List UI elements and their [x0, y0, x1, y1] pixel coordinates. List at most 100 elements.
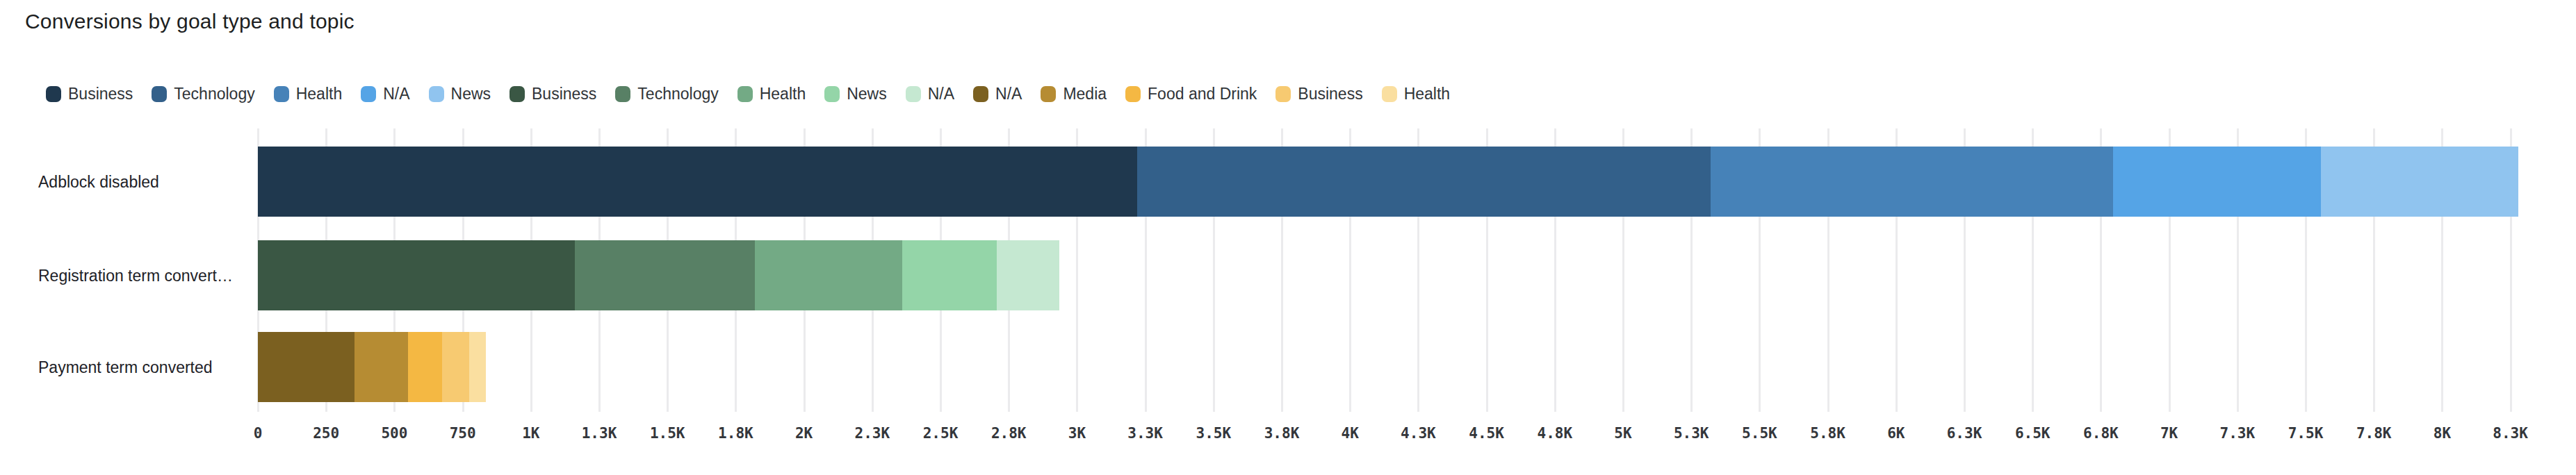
- legend-item-9[interactable]: N/A: [906, 85, 954, 103]
- legend-swatch-icon: [1125, 86, 1141, 102]
- x-tick-label: 3K: [1068, 425, 1086, 442]
- legend-swatch-icon: [361, 86, 376, 102]
- x-tick-label: 0: [254, 425, 263, 442]
- bar-segment-business[interactable]: [442, 332, 469, 402]
- x-tick-label: 1.8K: [718, 425, 753, 442]
- legend-label: Health: [760, 85, 806, 103]
- legend-item-1[interactable]: Technology: [152, 85, 254, 103]
- legend-label: Business: [1298, 85, 1362, 103]
- x-tick-label: 2.3K: [855, 425, 890, 442]
- legend-item-3[interactable]: N/A: [361, 85, 409, 103]
- legend-swatch-icon: [737, 86, 753, 102]
- x-tick-label: 5.8K: [1810, 425, 1845, 442]
- legend-label: News: [451, 85, 491, 103]
- bar-segment-technology[interactable]: [1137, 147, 1711, 217]
- legend: Business Technology Health N/A News Business T…: [46, 85, 1450, 103]
- x-tick-label: 8K: [2434, 425, 2451, 442]
- bar-segment-health[interactable]: [755, 240, 902, 310]
- legend-item-12[interactable]: Food and Drink: [1125, 85, 1257, 103]
- x-tick-label: 5K: [1614, 425, 1631, 442]
- legend-item-11[interactable]: Media: [1041, 85, 1107, 103]
- legend-item-10[interactable]: N/A: [973, 85, 1022, 103]
- x-tick-label: 4.8K: [1538, 425, 1573, 442]
- legend-label: Health: [1404, 85, 1450, 103]
- legend-swatch-icon: [615, 86, 630, 102]
- x-tick-label: 500: [381, 425, 407, 442]
- y-axis-category-label: Adblock disabled: [38, 172, 159, 192]
- legend-label: Food and Drink: [1148, 85, 1257, 103]
- y-axis-category-label: Registration term convert…: [38, 265, 233, 286]
- legend-swatch-icon: [1382, 86, 1397, 102]
- legend-item-2[interactable]: Health: [274, 85, 342, 103]
- legend-swatch-icon: [906, 86, 921, 102]
- legend-swatch-icon: [152, 86, 167, 102]
- x-tick-label: 750: [450, 425, 476, 442]
- x-tick-label: 6.8K: [2083, 425, 2119, 442]
- legend-swatch-icon: [46, 86, 61, 102]
- legend-item-0[interactable]: Business: [46, 85, 133, 103]
- bar-segment-n-a[interactable]: [997, 240, 1059, 310]
- x-tick-label: 1.3K: [582, 425, 617, 442]
- x-tick-label: 250: [313, 425, 339, 442]
- x-tick-label: 3.5K: [1196, 425, 1232, 442]
- y-axis-category-label: Payment term converted: [38, 357, 213, 378]
- bar-segment-n-a[interactable]: [258, 332, 354, 402]
- x-tick-label: 2K: [795, 425, 813, 442]
- bar-segment-n-a[interactable]: [2113, 147, 2321, 217]
- bar-segment-media[interactable]: [354, 332, 408, 402]
- plot-area: [258, 128, 2576, 412]
- x-tick-label: 6.3K: [1947, 425, 1982, 442]
- x-tick-label: 1K: [522, 425, 539, 442]
- bar-segment-business[interactable]: [258, 240, 575, 310]
- bar-segment-business[interactable]: [258, 147, 1137, 217]
- legend-swatch-icon: [973, 86, 988, 102]
- x-tick-label: 6K: [1887, 425, 1905, 442]
- x-tick-label: 4K: [1342, 425, 1359, 442]
- bar-row-2: [258, 332, 486, 402]
- legend-label: Health: [296, 85, 342, 103]
- x-tick-label: 4.5K: [1469, 425, 1504, 442]
- x-tick-label: 7K: [2160, 425, 2178, 442]
- legend-item-14[interactable]: Health: [1382, 85, 1450, 103]
- legend-label: N/A: [995, 85, 1022, 103]
- bar-row-0: [258, 147, 2518, 217]
- x-tick-label: 7.5K: [2288, 425, 2324, 442]
- legend-label: Business: [532, 85, 596, 103]
- chart-title: Conversions by goal type and topic: [25, 10, 354, 33]
- x-tick-label: 7.3K: [2220, 425, 2256, 442]
- legend-label: N/A: [383, 85, 409, 103]
- legend-item-5[interactable]: Business: [510, 85, 596, 103]
- x-tick-label: 3.8K: [1264, 425, 1300, 442]
- legend-swatch-icon: [824, 86, 840, 102]
- bar-segment-news[interactable]: [2321, 147, 2519, 217]
- x-tick-label: 6.5K: [2015, 425, 2051, 442]
- legend-swatch-icon: [510, 86, 525, 102]
- bar-segment-health[interactable]: [469, 332, 486, 402]
- x-tick-label: 1.5K: [650, 425, 685, 442]
- legend-label: Media: [1063, 85, 1107, 103]
- legend-label: News: [847, 85, 887, 103]
- x-tick-label: 7.8K: [2356, 425, 2392, 442]
- x-tick-label: 5.3K: [1674, 425, 1709, 442]
- bar-segment-technology[interactable]: [575, 240, 755, 310]
- legend-swatch-icon: [429, 86, 444, 102]
- x-tick-label: 2.8K: [991, 425, 1027, 442]
- bar-segment-health[interactable]: [1711, 147, 2113, 217]
- legend-label: Business: [68, 85, 133, 103]
- x-tick-label: 4.3K: [1401, 425, 1436, 442]
- bar-segment-news[interactable]: [902, 240, 997, 310]
- legend-item-4[interactable]: News: [429, 85, 491, 103]
- x-tick-label: 5.5K: [1742, 425, 1777, 442]
- legend-item-6[interactable]: Technology: [615, 85, 718, 103]
- legend-item-8[interactable]: News: [824, 85, 887, 103]
- legend-swatch-icon: [1275, 86, 1291, 102]
- legend-item-13[interactable]: Business: [1275, 85, 1362, 103]
- bar-segment-food-and-drink[interactable]: [408, 332, 442, 402]
- bar-row-1: [258, 240, 1059, 310]
- legend-label: Technology: [174, 85, 254, 103]
- legend-label: Technology: [637, 85, 718, 103]
- legend-swatch-icon: [1041, 86, 1056, 102]
- legend-item-7[interactable]: Health: [737, 85, 806, 103]
- legend-label: N/A: [928, 85, 954, 103]
- legend-swatch-icon: [274, 86, 289, 102]
